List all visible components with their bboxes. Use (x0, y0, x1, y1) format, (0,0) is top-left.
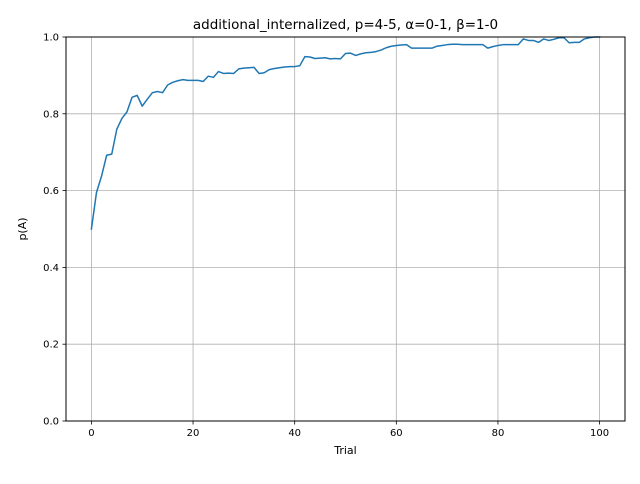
x-ticks: 0 20 40 60 80 100 (88, 421, 609, 439)
x-tick-label: 20 (187, 428, 200, 439)
y-tick-label: 0.6 (43, 186, 59, 197)
y-tick-label: 0.2 (43, 340, 59, 351)
y-tick-label: 1.0 (43, 33, 59, 44)
chart-title: additional_internalized, p=4-5, α=0-1, β… (193, 17, 498, 33)
y-tick-label: 0.8 (43, 109, 59, 120)
x-tick-label: 80 (492, 428, 505, 439)
series-layer (90, 36, 601, 230)
series-line (90, 36, 601, 230)
y-axis-label: p(A) (16, 217, 29, 240)
x-tick-label: 0 (88, 428, 94, 439)
x-tick-label: 100 (590, 428, 609, 439)
x-tick-label: 40 (288, 428, 301, 439)
y-ticks: 0.0 0.2 0.4 0.6 0.8 1.0 (43, 33, 66, 428)
y-tick-label: 0.0 (43, 417, 59, 428)
x-axis-label: Trial (333, 444, 356, 457)
x-tick-label: 60 (390, 428, 403, 439)
y-tick-label: 0.4 (43, 263, 59, 274)
axes-frame (65, 36, 626, 422)
